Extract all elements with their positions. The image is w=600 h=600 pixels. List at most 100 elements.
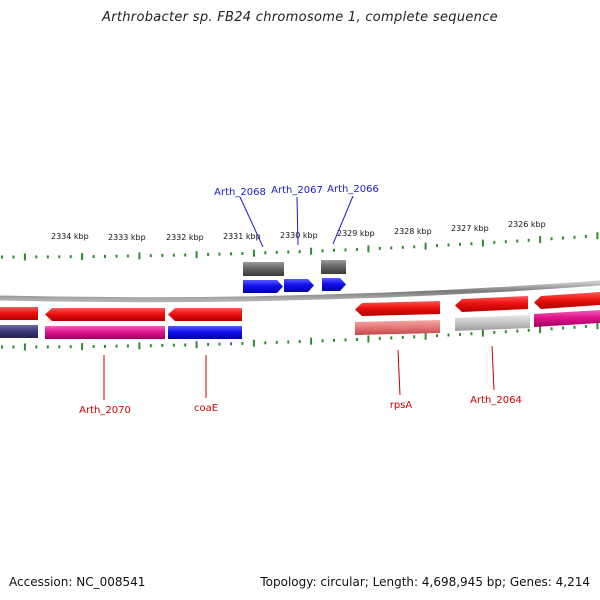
sequence-summary: Topology: circular; Length: 4,698,945 bp… <box>260 575 590 589</box>
scale-tick <box>1 255 3 259</box>
gene-label[interactable]: Arth_2068 <box>214 187 266 198</box>
scale-tick <box>161 343 164 347</box>
scale-tick <box>1 345 3 349</box>
scale-label: 2334 kbp <box>51 232 89 241</box>
scale-tick <box>92 345 95 348</box>
gene-label[interactable]: rpsA <box>390 400 413 411</box>
scale-tick <box>12 345 15 349</box>
gene-label[interactable]: Arth_2070 <box>79 405 131 416</box>
scale-tick <box>378 336 381 340</box>
scale-tick <box>287 340 290 344</box>
leader-line <box>397 349 401 396</box>
leader-line <box>332 195 354 245</box>
scale-tick <box>58 255 61 259</box>
scale-tick <box>12 255 15 259</box>
scale-tick <box>241 252 244 255</box>
scale-tick <box>539 326 542 334</box>
scale-tick <box>184 343 187 347</box>
scale-tick <box>126 344 129 348</box>
scale-tick <box>424 242 427 250</box>
scale-tick <box>470 242 473 246</box>
scale-label: 2333 kbp <box>108 233 146 242</box>
backbone-arc <box>0 280 600 303</box>
scale-tick <box>413 245 416 249</box>
leader-lines <box>103 195 495 400</box>
scale-tick <box>92 255 95 258</box>
scale-tick <box>367 245 370 253</box>
scale-label: 2327 kbp <box>451 224 489 233</box>
gene-block[interactable] <box>243 262 284 276</box>
scale-tick <box>447 243 450 247</box>
scale-tick <box>264 251 267 255</box>
gene-arrow-right[interactable] <box>243 280 283 293</box>
scale-tick <box>230 252 232 256</box>
scale-tick <box>58 345 61 349</box>
gene-label[interactable]: Arth_2067 <box>271 185 323 196</box>
scale-tick <box>344 248 347 252</box>
scale-tick <box>493 240 496 244</box>
gene-arrow-left[interactable] <box>168 308 242 321</box>
scale-tick <box>573 325 576 329</box>
scale-tick <box>310 337 313 345</box>
gene-block[interactable] <box>355 320 440 335</box>
scale-tick <box>333 338 335 342</box>
scale-tick <box>527 238 530 242</box>
gene-block[interactable] <box>168 326 242 339</box>
accession-text: Accession: NC_008541 <box>9 575 146 589</box>
scale-tick <box>367 335 370 343</box>
scale-tick <box>298 340 301 344</box>
scale-tick <box>573 235 576 239</box>
scale-tick <box>23 343 26 351</box>
gene-block[interactable] <box>534 310 600 327</box>
scale-tick <box>275 340 278 344</box>
gene-label[interactable]: Arth_2066 <box>327 184 379 195</box>
scale-tick <box>447 333 450 337</box>
scale-tick <box>195 251 198 259</box>
scale-tick <box>390 336 393 340</box>
scale-tick <box>584 235 587 238</box>
gene-arrow-left[interactable] <box>455 296 528 312</box>
scale-tick <box>504 330 507 334</box>
scale-tick <box>104 344 106 348</box>
gene-arrow-left[interactable] <box>534 292 600 309</box>
scale-tick <box>115 344 118 348</box>
gene-block[interactable] <box>45 326 165 339</box>
scale-tick <box>413 335 416 339</box>
scale-tick <box>481 329 484 337</box>
scale-tick <box>539 236 542 244</box>
gene-block[interactable] <box>455 315 530 331</box>
scale-label: 2330 kbp <box>280 231 318 240</box>
scale-tick <box>493 330 496 334</box>
gene-block[interactable] <box>0 325 38 338</box>
scale-tick <box>481 239 484 247</box>
scale-tick <box>104 254 106 258</box>
scale-tick <box>310 247 313 255</box>
scale-tick <box>550 327 553 331</box>
gene-arrow-right[interactable] <box>284 279 314 292</box>
scale-label: 2332 kbp <box>166 233 204 242</box>
gene-arrow-right[interactable] <box>322 278 346 291</box>
scale-tick <box>115 254 118 258</box>
scale-ticks-top <box>1 232 599 261</box>
gene-label[interactable]: Arth_2064 <box>470 395 522 406</box>
scale-tick <box>138 342 141 350</box>
scale-label: 2328 kbp <box>394 227 432 236</box>
scale-tick <box>252 339 255 347</box>
scale-tick <box>378 246 381 250</box>
leader-line <box>296 196 299 246</box>
scale-tick <box>333 248 335 252</box>
scale-tick <box>172 343 175 347</box>
scale-tick <box>23 253 26 261</box>
scale-tick <box>287 250 290 254</box>
gene-label[interactable]: coaE <box>194 403 218 414</box>
gene-arrow-left[interactable] <box>355 301 440 316</box>
scale-tick <box>516 239 519 243</box>
gene-block[interactable] <box>0 307 38 320</box>
gene-block[interactable] <box>321 260 346 274</box>
gene-arrow-left[interactable] <box>45 308 165 321</box>
scale-tick <box>35 345 38 349</box>
scale-tick <box>504 240 507 244</box>
scale-tick <box>459 332 461 336</box>
scale-tick <box>149 344 152 348</box>
scale-tick <box>149 254 152 258</box>
